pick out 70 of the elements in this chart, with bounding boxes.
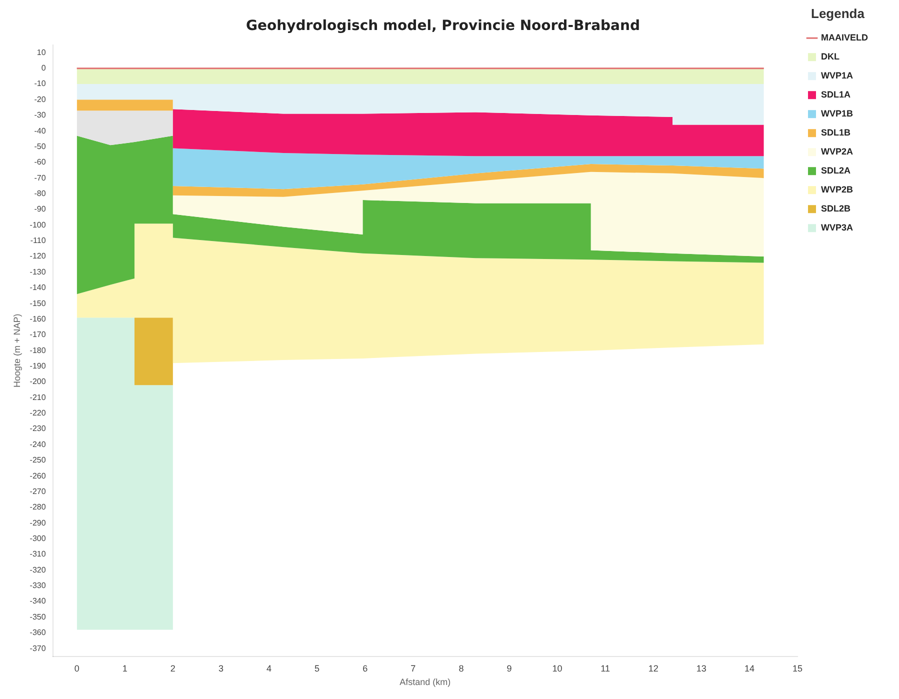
y-tick-label: -220 <box>30 408 46 418</box>
y-tick-label: -230 <box>30 424 46 434</box>
legend-label: WVP1A <box>821 70 854 81</box>
y-tick-label: -90 <box>34 204 46 214</box>
x-tick-label: 6 <box>362 663 368 674</box>
y-tick-label: -260 <box>30 471 46 480</box>
x-tick-label: 8 <box>458 663 464 674</box>
legend-label: SDL1B <box>821 128 852 138</box>
x-tick-label: 15 <box>792 663 803 674</box>
y-tick-label: -330 <box>30 581 46 590</box>
x-axis-title: Afstand (km) <box>400 677 451 688</box>
y-tick-label: -40 <box>34 126 46 136</box>
y-tick-label: -150 <box>30 298 46 308</box>
legend-label: WVP1B <box>821 108 854 119</box>
y-tick-label: -270 <box>30 486 46 496</box>
legend-label: MAAIVELD <box>821 32 868 43</box>
y-tick-label: -10 <box>34 79 46 88</box>
x-tick-label: 1 <box>122 663 128 674</box>
y-tick-label: -200 <box>30 377 46 386</box>
y-tick-label: -20 <box>34 94 46 104</box>
y-tick-label: -30 <box>34 110 46 120</box>
legend-label: SDL2A <box>821 166 852 176</box>
x-tick-label: 5 <box>314 663 320 674</box>
x-tick-label: 7 <box>410 663 416 674</box>
y-axis-title: Hoogte (m + NAP) <box>12 314 22 388</box>
x-tick-label: 4 <box>266 663 272 674</box>
y-tick-label: -350 <box>30 612 46 622</box>
y-tick-label: -80 <box>34 188 46 198</box>
y-tick-label: -140 <box>30 283 46 292</box>
y-tick-label: -290 <box>30 518 46 528</box>
legend-label: WVP3A <box>821 222 854 233</box>
x-tick-label: 14 <box>744 663 754 674</box>
x-tick-label: 13 <box>696 663 706 674</box>
y-tick-label: -210 <box>30 392 46 402</box>
legend-label: SDL1A <box>821 90 852 100</box>
x-tick-label: 2 <box>170 663 176 674</box>
y-tick-label: -60 <box>34 158 46 167</box>
legend-label: WVP2A <box>821 146 854 157</box>
y-tick-label: -70 <box>34 173 46 182</box>
legend-label: WVP2B <box>821 184 854 195</box>
y-tick-label: -110 <box>30 236 46 246</box>
y-tick-label: -360 <box>30 628 46 638</box>
x-tick-label: 11 <box>600 663 610 674</box>
y-tick-label: -120 <box>30 252 46 261</box>
y-tick-label: -190 <box>30 361 46 370</box>
y-tick-label: -340 <box>30 596 46 606</box>
y-tick-label: -370 <box>30 644 46 653</box>
y-tick-label: -50 <box>34 142 46 151</box>
y-tick-label: -250 <box>30 456 46 465</box>
y-tick-label: -130 <box>30 267 46 276</box>
chart-title: Geohydrologisch model, Provincie Noord-Braband <box>246 18 640 34</box>
legend-label: DKL <box>821 52 840 62</box>
x-tick-label: 12 <box>648 663 658 674</box>
y-tick-label: -180 <box>30 346 46 355</box>
x-tick-label: 10 <box>552 663 562 674</box>
y-tick-label: -310 <box>30 550 46 559</box>
y-tick-label: -240 <box>30 440 46 449</box>
x-tick-label: 3 <box>218 663 224 674</box>
y-tick-label: -160 <box>30 314 46 324</box>
x-tick-label: 9 <box>506 663 512 674</box>
y-tick-label: 10 <box>36 48 46 57</box>
legend-label: SDL2B <box>821 204 852 214</box>
y-tick-label: -320 <box>30 565 46 574</box>
x-tick-label: 0 <box>74 663 80 674</box>
y-tick-label: -170 <box>30 330 46 340</box>
y-tick-label: 0 <box>41 64 46 73</box>
y-tick-label: -300 <box>30 534 46 543</box>
y-tick-label: -280 <box>30 502 46 512</box>
y-tick-label: -100 <box>30 220 46 230</box>
legend-title: Legenda <box>811 6 866 22</box>
